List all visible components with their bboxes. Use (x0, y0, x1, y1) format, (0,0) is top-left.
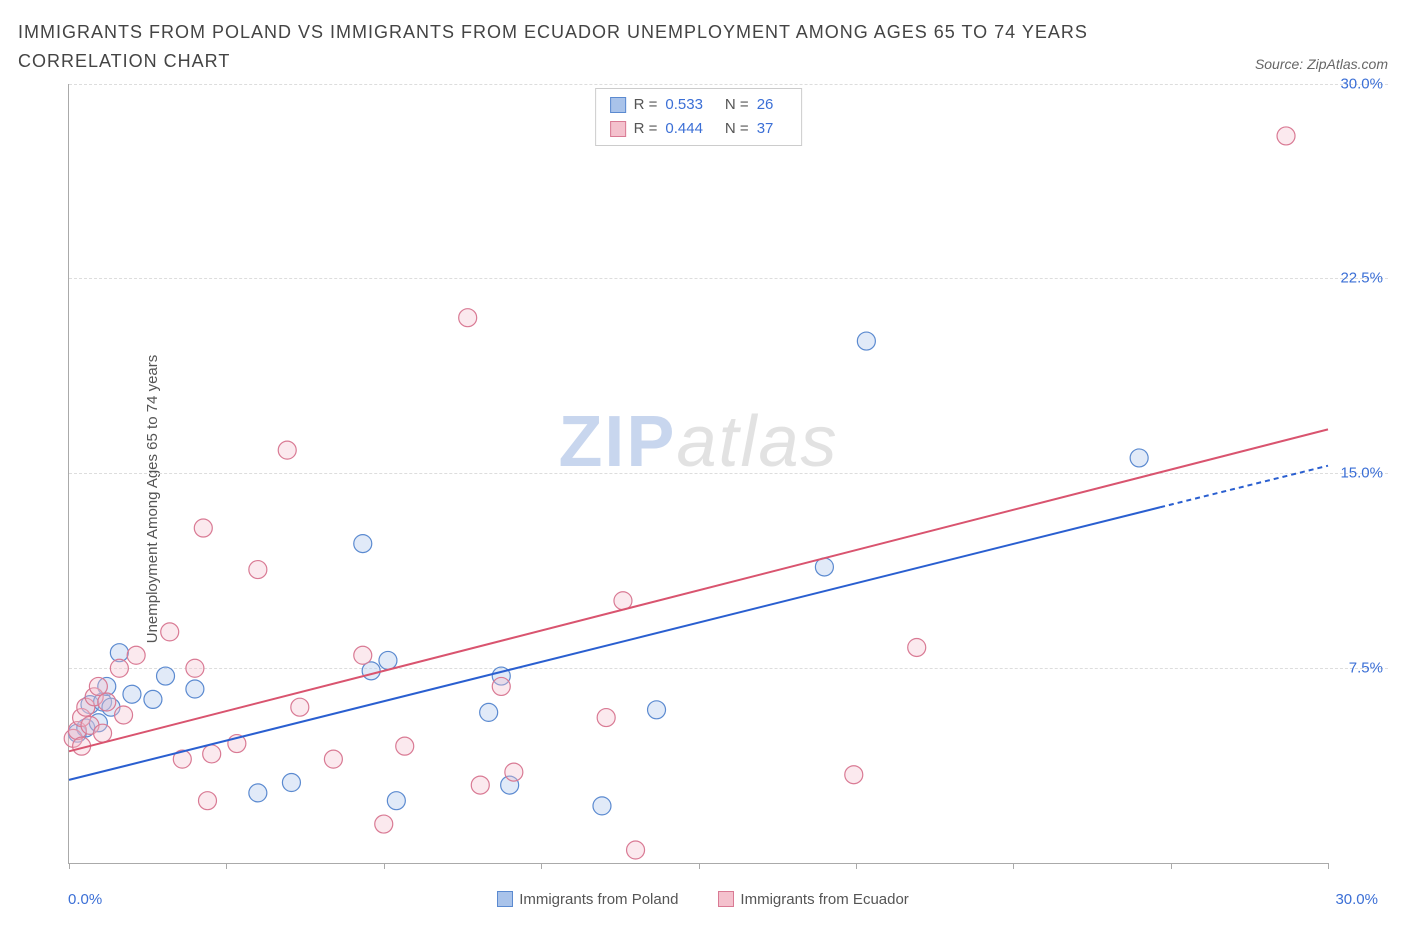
legend-swatch (497, 891, 513, 907)
legend-r-label: R = (634, 93, 658, 117)
data-point (278, 441, 296, 459)
plot-area: ZIPatlas R =0.533N =26R =0.444N =37 7.5%… (68, 84, 1328, 864)
data-point (161, 622, 179, 640)
source-attribution: Source: ZipAtlas.com (1255, 56, 1388, 72)
x-tick (1328, 863, 1329, 869)
data-point (354, 646, 372, 664)
legend-n-value: 26 (757, 93, 774, 117)
data-point (282, 773, 300, 791)
y-tick-label: 30.0% (1340, 75, 1383, 92)
legend-row: R = 0.444 N = 37 (610, 117, 788, 141)
data-point (249, 560, 267, 578)
series-legend-label: Immigrants from Poland (519, 891, 678, 908)
data-point (375, 815, 393, 833)
legend-n-label: N = (725, 93, 749, 117)
data-point (157, 667, 175, 685)
data-point (354, 534, 372, 552)
data-point (387, 791, 405, 809)
data-point (627, 841, 645, 859)
data-point (396, 737, 414, 755)
data-point (593, 796, 611, 814)
legend-swatch (610, 121, 626, 137)
data-point (144, 690, 162, 708)
data-point (459, 308, 477, 326)
data-point (597, 708, 615, 726)
data-point (98, 693, 116, 711)
x-tick (226, 863, 227, 869)
legend-swatch (610, 97, 626, 113)
data-point (857, 332, 875, 350)
data-point (648, 700, 666, 718)
legend-r-label: R = (634, 117, 658, 141)
data-point (186, 659, 204, 677)
legend-n-value: 37 (757, 117, 774, 141)
y-tick-label: 15.0% (1340, 465, 1383, 482)
data-point (203, 745, 221, 763)
x-tick (1171, 863, 1172, 869)
x-tick (69, 863, 70, 869)
x-tick (856, 863, 857, 869)
legend-r-value: 0.444 (665, 117, 703, 141)
x-tick (1013, 863, 1014, 869)
data-point (186, 680, 204, 698)
legend-row: R = 0.533 N = 26 (610, 93, 788, 117)
trend-line (69, 429, 1328, 751)
trend-line (69, 507, 1160, 780)
y-tick-label: 7.5% (1349, 659, 1383, 676)
data-point (1130, 449, 1148, 467)
data-point (505, 763, 523, 781)
data-point (249, 783, 267, 801)
data-point (480, 703, 498, 721)
data-point (845, 765, 863, 783)
x-tick (699, 863, 700, 869)
chart-container: Unemployment Among Ages 65 to 74 years Z… (18, 84, 1388, 914)
data-point (127, 646, 145, 664)
data-point (110, 659, 128, 677)
legend-swatch (718, 891, 734, 907)
correlation-legend-box: R = 0.533 N = 26 R = 0.444 N = 37 (595, 88, 803, 146)
chart-title: IMMIGRANTS FROM POLAND VS IMMIGRANTS FRO… (18, 18, 1118, 76)
data-point (123, 685, 141, 703)
data-point (291, 698, 309, 716)
data-point (471, 776, 489, 794)
data-point (324, 750, 342, 768)
data-point (198, 791, 216, 809)
legend-r-value: 0.533 (665, 93, 703, 117)
data-point (492, 677, 510, 695)
series-legend-item: Immigrants from Poland (497, 891, 678, 908)
data-point (94, 724, 112, 742)
series-legend-label: Immigrants from Ecuador (740, 891, 908, 908)
trend-line-extension (1160, 465, 1328, 507)
data-point (115, 706, 133, 724)
data-point (908, 638, 926, 656)
x-tick (541, 863, 542, 869)
x-tick (384, 863, 385, 869)
series-legend: Immigrants from Poland Immigrants from Ec… (18, 891, 1388, 908)
data-point (1277, 127, 1295, 145)
scatter-plot-svg (69, 84, 1328, 863)
data-point (194, 519, 212, 537)
legend-n-label: N = (725, 117, 749, 141)
series-legend-item: Immigrants from Ecuador (718, 891, 908, 908)
y-tick-label: 22.5% (1340, 270, 1383, 287)
data-point (379, 651, 397, 669)
